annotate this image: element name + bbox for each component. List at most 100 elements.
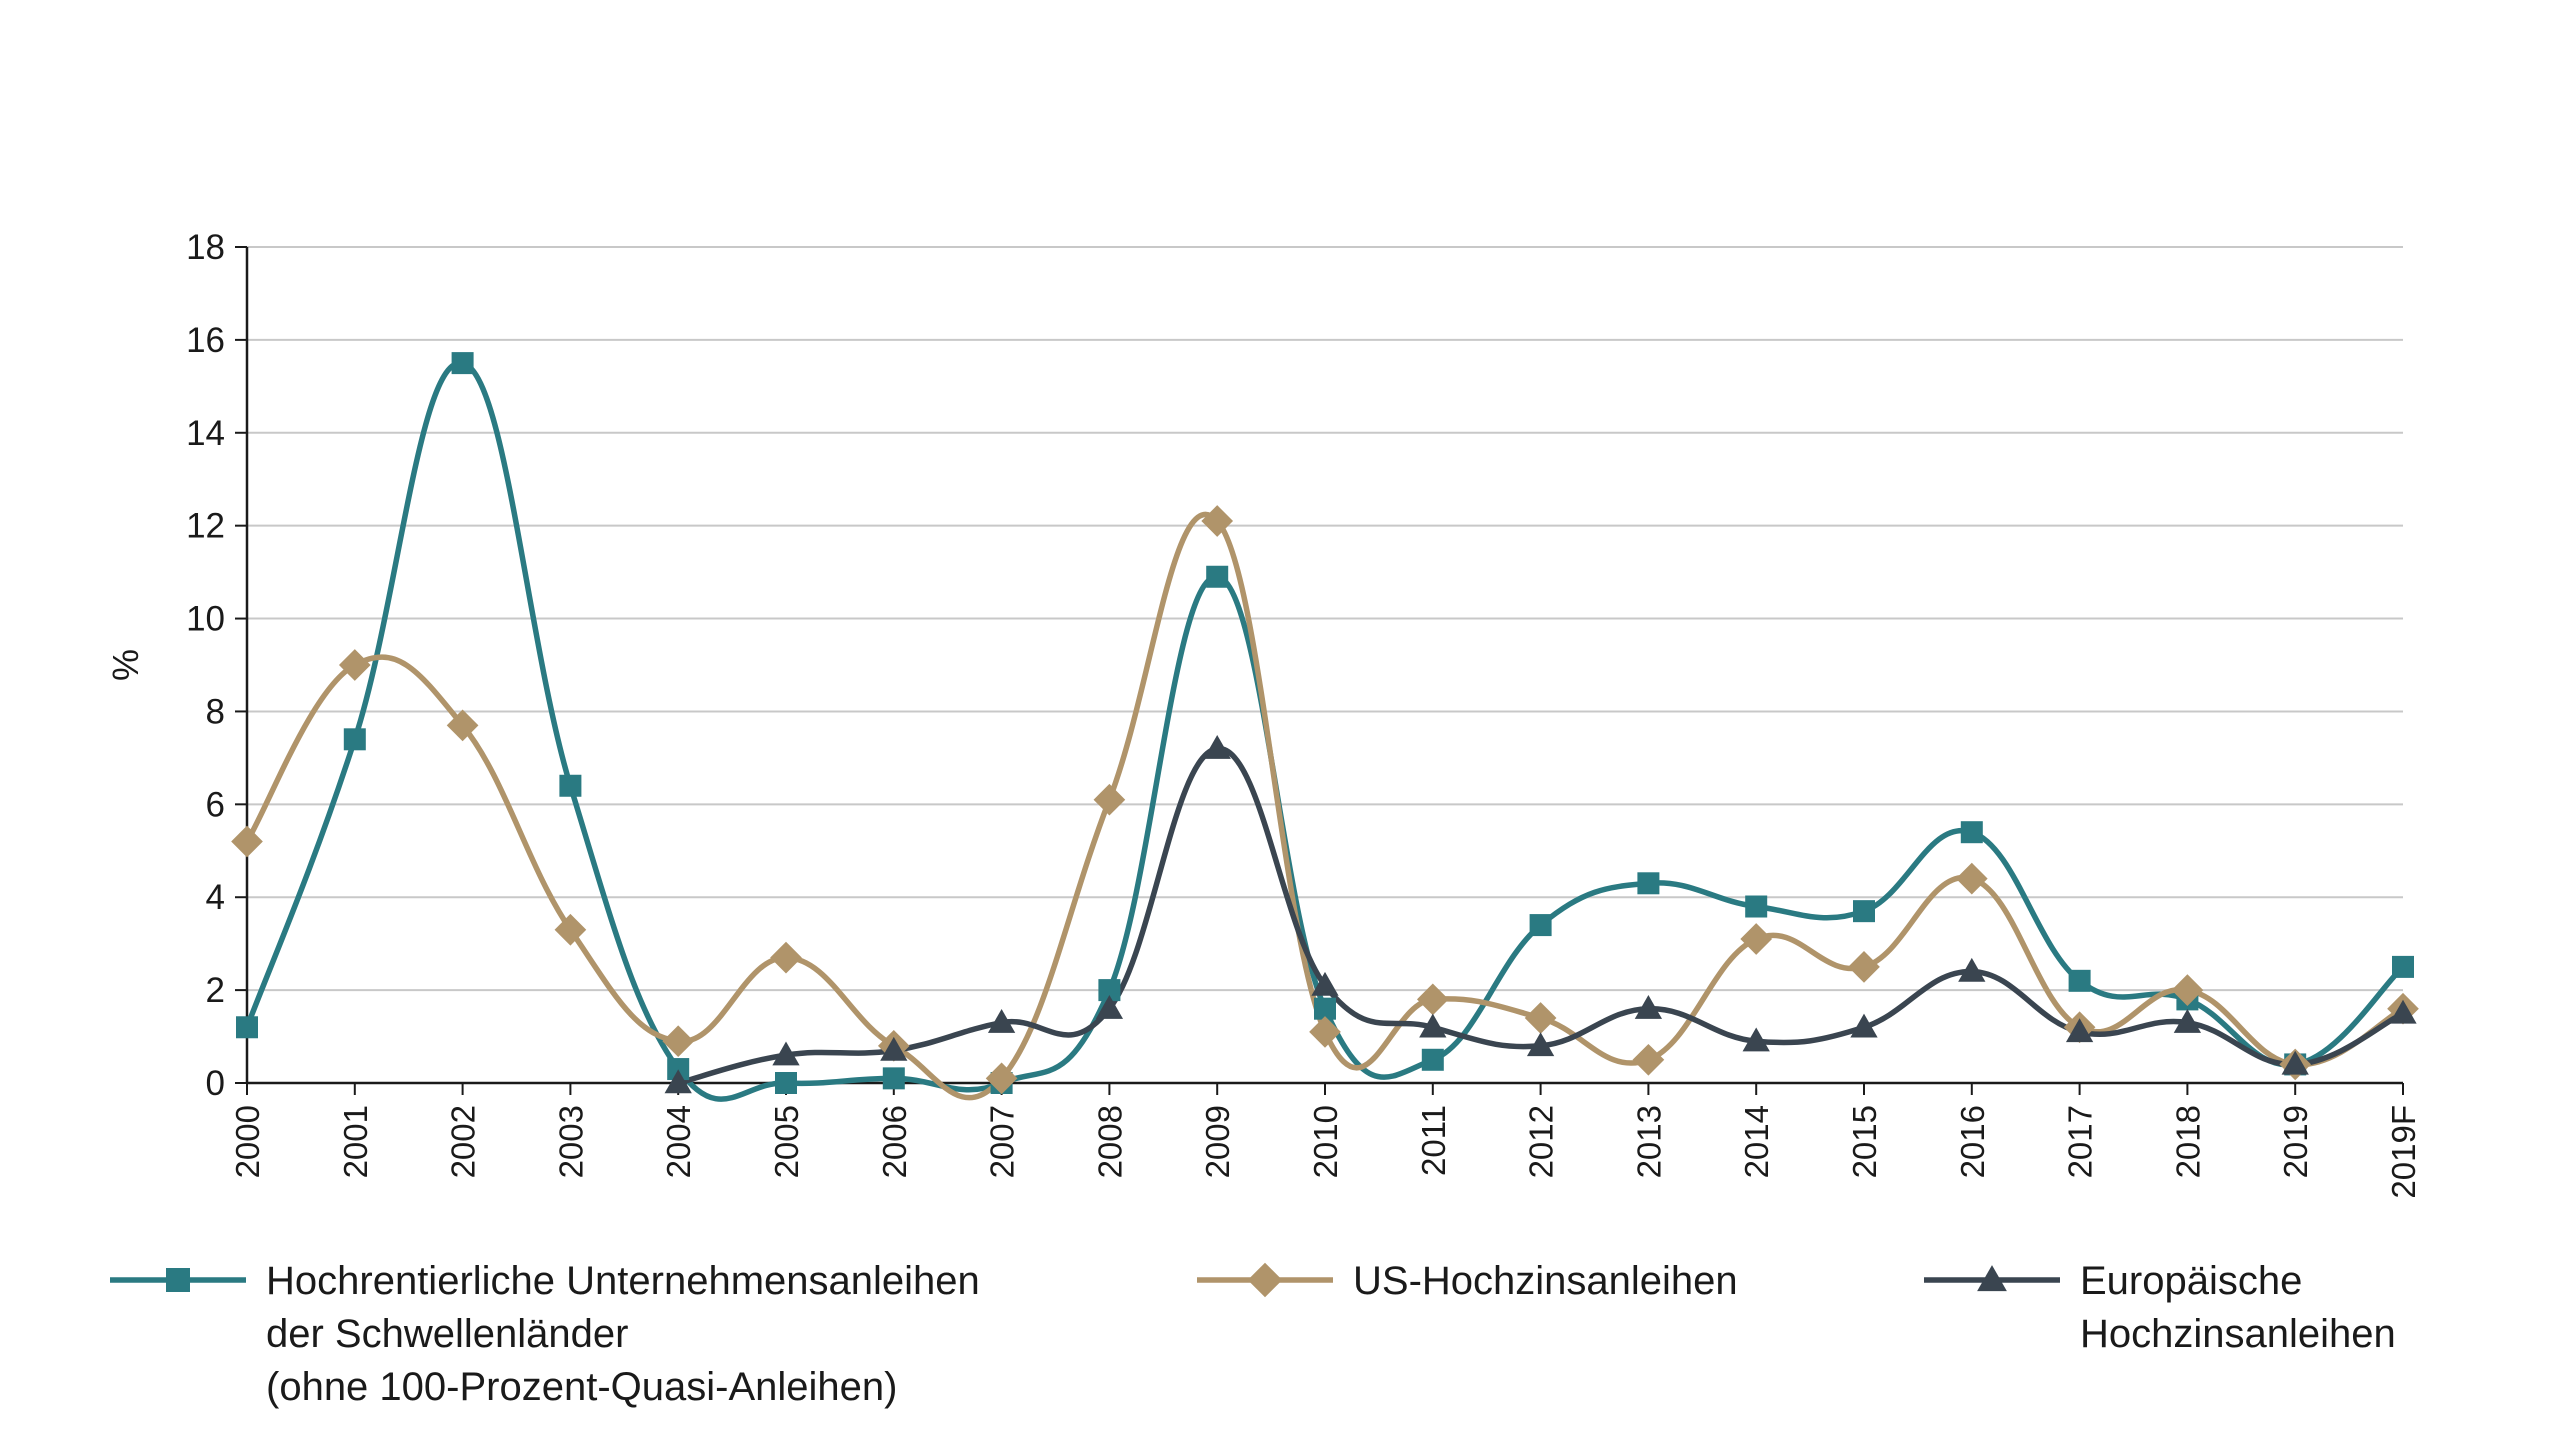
diamond-marker bbox=[1247, 1262, 1283, 1298]
y-tick-label: 16 bbox=[186, 321, 225, 360]
diamond-marker bbox=[1309, 1016, 1341, 1048]
triangle-marker bbox=[664, 1069, 692, 1094]
y-tick-label: 6 bbox=[206, 785, 225, 824]
square-marker bbox=[1421, 1048, 1444, 1071]
y-tick-label: 8 bbox=[206, 692, 225, 731]
diamond-marker bbox=[1524, 1002, 1557, 1034]
square-marker bbox=[236, 1016, 258, 1039]
square-marker bbox=[559, 774, 582, 797]
legend-swatch-diamond bbox=[1197, 1262, 1333, 1298]
x-tick-label: 2000 bbox=[229, 1105, 266, 1178]
legend-label: US-Hochzinsanleihen bbox=[1353, 1259, 1738, 1303]
x-tick-label: 2003 bbox=[552, 1105, 589, 1178]
legend-item-emerging-markets: Hochrentierliche Unternehmensanleihen de… bbox=[108, 1255, 980, 1414]
diamond-marker bbox=[1632, 1043, 1665, 1076]
x-tick-label: 2019 bbox=[2277, 1105, 2314, 1178]
series-markers bbox=[231, 352, 2419, 1095]
triangle-marker bbox=[1203, 734, 1231, 759]
triangle-marker bbox=[1742, 1027, 1770, 1052]
legend-label: Europäische Hochzinsanleihen bbox=[2080, 1259, 2396, 1356]
diamond-marker bbox=[1955, 862, 1988, 895]
legend-item-us-high-yield: US-Hochzinsanleihen bbox=[1195, 1255, 1738, 1308]
diamond-marker bbox=[1848, 951, 1880, 983]
x-tick-label: 2007 bbox=[984, 1105, 1021, 1178]
diamond-marker bbox=[1416, 983, 1449, 1016]
x-tick-label: 2013 bbox=[1630, 1105, 1667, 1178]
legend-label: Hochrentierliche Unternehmensanleihen de… bbox=[266, 1259, 980, 1409]
triangle-marker bbox=[2389, 999, 2417, 1024]
x-tick-label: 2018 bbox=[2169, 1105, 2206, 1178]
triangle-marker bbox=[987, 1008, 1016, 1033]
x-tick-label: 2005 bbox=[768, 1105, 805, 1178]
diamond-marker bbox=[554, 913, 587, 946]
y-tick-label: 0 bbox=[206, 1064, 225, 1103]
x-tick-label: 2009 bbox=[1199, 1105, 1236, 1178]
x-tick-label: 2016 bbox=[1954, 1105, 1991, 1178]
y-tick-label: 12 bbox=[186, 507, 225, 546]
square-marker bbox=[1637, 872, 1660, 895]
x-tick-label: 2015 bbox=[1846, 1105, 1883, 1178]
y-tick-labels: 0 2 4 6 8 10 12 14 16 18 bbox=[186, 228, 225, 1103]
diamond-marker bbox=[1093, 783, 1126, 816]
x-tick-label: 2008 bbox=[1091, 1105, 1128, 1178]
triangle-marker bbox=[1634, 995, 1663, 1019]
square-marker bbox=[2068, 969, 2091, 992]
x-tick-label: 2012 bbox=[1523, 1105, 1560, 1178]
triangle-marker bbox=[1419, 1013, 1447, 1038]
legend-swatch-triangle bbox=[1924, 1265, 2060, 1292]
diamond-marker bbox=[985, 1062, 1018, 1095]
square-marker bbox=[343, 728, 366, 751]
axes bbox=[235, 246, 2404, 1095]
x-tick-label: 2019F bbox=[2385, 1105, 2422, 1199]
legend-swatch-square bbox=[110, 1268, 246, 1292]
y-tick-label: 4 bbox=[206, 878, 225, 917]
legend-item-european-high-yield: Europäische Hochzinsanleihen bbox=[1922, 1255, 2396, 1361]
x-tick-label: 2017 bbox=[2062, 1105, 2099, 1178]
triangle-marker bbox=[1526, 1032, 1555, 1057]
diamond-marker bbox=[2171, 974, 2204, 1006]
triangle-marker bbox=[2281, 1050, 2309, 1075]
square-marker bbox=[775, 1072, 797, 1094]
series-line-1 bbox=[244, 511, 2406, 1101]
diamond-marker bbox=[338, 649, 371, 681]
x-tick-label: 2004 bbox=[660, 1105, 697, 1178]
triangle-marker bbox=[1311, 971, 1339, 996]
square-marker bbox=[1745, 895, 1768, 918]
triangle-marker bbox=[2173, 1008, 2202, 1033]
square-marker bbox=[451, 352, 474, 375]
square-marker bbox=[882, 1067, 905, 1090]
diamond-marker bbox=[1740, 923, 1773, 955]
square-marker bbox=[1529, 914, 1552, 937]
triangle-marker bbox=[880, 1036, 908, 1061]
x-tick-label: 2010 bbox=[1307, 1105, 1344, 1178]
legend: Hochrentierliche Unternehmensanleihen de… bbox=[0, 1255, 2573, 1425]
square-marker bbox=[166, 1268, 190, 1292]
triangle-marker bbox=[2065, 1018, 2094, 1043]
x-tick-label: 2002 bbox=[445, 1105, 482, 1178]
x-tick-label: 2006 bbox=[876, 1105, 913, 1178]
square-marker bbox=[2392, 955, 2414, 978]
y-axis-label: % bbox=[105, 649, 146, 681]
y-tick-label: 2 bbox=[206, 971, 225, 1010]
gridlines bbox=[247, 246, 2403, 992]
diamond-marker bbox=[662, 1025, 695, 1058]
diamond-marker bbox=[446, 709, 479, 742]
triangle-marker bbox=[1095, 995, 1124, 1019]
diamond-marker bbox=[770, 941, 802, 974]
diamond-marker bbox=[231, 825, 263, 858]
y-tick-label: 18 bbox=[186, 228, 225, 267]
x-tick-label: 2001 bbox=[337, 1105, 374, 1178]
square-marker bbox=[1206, 565, 1229, 588]
square-marker bbox=[667, 1058, 690, 1081]
square-marker bbox=[1853, 900, 1875, 923]
x-tick-label: 2011 bbox=[1415, 1105, 1452, 1176]
y-tick-label: 10 bbox=[186, 600, 225, 639]
triangle-marker bbox=[772, 1041, 800, 1066]
x-tick-label: 2014 bbox=[1738, 1105, 1775, 1178]
square-marker bbox=[1960, 821, 1983, 844]
y-tick-label: 14 bbox=[186, 414, 225, 453]
triangle-marker bbox=[1958, 957, 1986, 982]
triangle-marker bbox=[1977, 1265, 2007, 1292]
square-marker bbox=[1314, 997, 1336, 1020]
